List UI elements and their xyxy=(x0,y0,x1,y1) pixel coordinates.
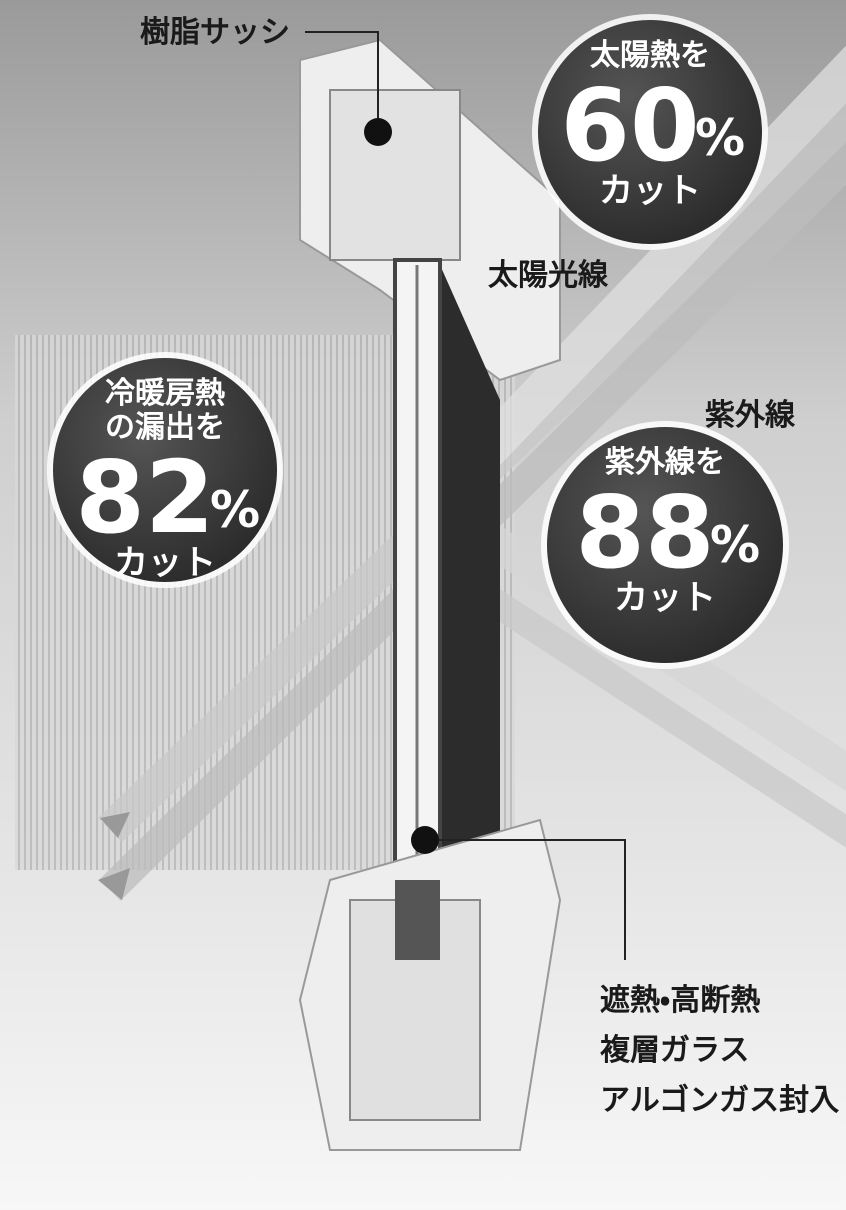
badge-value: 60 xyxy=(560,67,699,184)
marker-dot xyxy=(364,118,392,146)
glass-label: 遮熱・高断熱 xyxy=(600,983,760,1018)
badge-footer: カット xyxy=(114,543,216,583)
badge-footer: カット xyxy=(614,578,716,618)
sash-label: 樹脂サッシ xyxy=(140,15,290,50)
badge-value: 88 xyxy=(575,474,714,591)
badge-unit: % xyxy=(210,481,260,539)
glass-label: 複層ガラス xyxy=(600,1033,749,1068)
badge-unit: % xyxy=(695,109,745,167)
badge-unit: % xyxy=(710,516,760,574)
glass-label: アルゴンガス封入 xyxy=(600,1083,839,1118)
badge-value: 82 xyxy=(75,439,214,556)
sunlight-label: 太陽光線 xyxy=(488,258,609,293)
diagram: 樹脂サッシ 太陽光線 紫外線 遮熱・高断熱 複層ガラス アルゴンガス封入 太陽熱… xyxy=(0,0,846,1210)
marker-dot xyxy=(411,826,439,854)
badge-footer: カット xyxy=(599,171,701,211)
uv-label: 紫外線 xyxy=(705,398,796,433)
badge-heading: 冷暖房熱 xyxy=(105,376,225,411)
